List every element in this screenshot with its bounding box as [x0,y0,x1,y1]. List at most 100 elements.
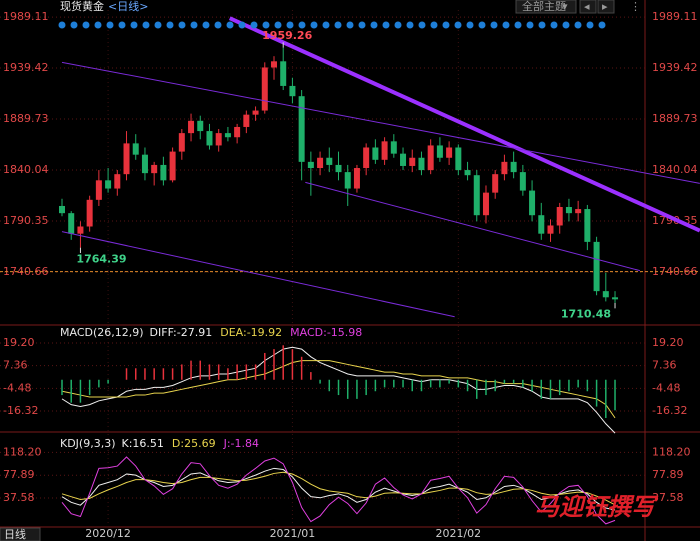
legend-entry: DEA:-19.92 [220,326,282,339]
candle-body [169,151,176,181]
prev-button[interactable] [579,0,597,14]
candle-body [492,174,499,193]
signal-dot [142,21,150,29]
signal-dot [514,21,522,29]
prev-icon[interactable]: ◂ [584,0,590,13]
y-tick-label: 1889.73 [3,112,49,125]
signal-dot [538,21,546,29]
signal-dot [382,21,390,29]
signal-dot [154,21,162,29]
legend-entry: J:-1.84 [223,437,259,450]
signal-dot [190,21,198,29]
indicator-title: KDJ(9,3,3) [60,437,116,450]
candle-body [473,175,480,216]
signal-dot [250,21,258,29]
theme-arrow[interactable]: ▾ [562,0,568,13]
signal-dot [310,21,318,29]
y-tick-label: 7.36 [652,359,677,372]
candle-body [280,61,287,86]
candle-body [206,131,213,146]
y-tick-label: 77.89 [3,468,35,481]
menu-icon[interactable]: ⋮ [630,0,641,13]
candle-body [86,199,93,227]
y-tick-label: 118.20 [652,445,691,458]
signal-dot [418,21,426,29]
next-button[interactable] [597,0,615,14]
signal-dot [94,21,102,29]
signal-dot [430,21,438,29]
candle-body [123,143,130,175]
candle-body [335,164,342,173]
period-button-label[interactable]: 日线 [4,527,26,541]
candle-body [326,157,333,165]
candle-body [538,215,545,234]
signal-dot [370,21,378,29]
signal-dot [358,21,366,29]
y-tick-label: 1790.35 [3,214,49,227]
signal-dot [166,21,174,29]
signal-dot [346,21,354,29]
y-tick-label: 1740.66 [652,265,698,278]
signal-dot [238,21,246,29]
candle-body [593,241,600,292]
candle-body [501,161,508,175]
signal-dot [118,21,126,29]
period-label[interactable]: <日线> [108,0,148,13]
candle-body [547,225,554,234]
y-tick-label: 1989.11 [3,10,49,23]
y-tick-label: -4.48 [652,381,680,394]
annotation: 1764.39 [76,252,126,265]
y-tick-label: 1939.42 [652,61,698,74]
signal-dot [466,21,474,29]
candle-body [381,141,388,160]
candle-body [270,61,277,68]
signal-dot [454,21,462,29]
candle-body [372,147,379,160]
theme-button-label[interactable]: 全部主题 [522,0,566,13]
signal-dot [178,21,186,29]
signal-dot [226,21,234,29]
signal-dot [274,21,282,29]
candle-body [252,110,259,115]
candle-body [224,133,231,138]
candle-body [353,168,360,189]
indicator-line [61,456,616,525]
y-tick-label: 1939.42 [3,61,49,74]
annotation: 1710.48 [561,308,611,321]
x-tick-label: 2021/01 [270,527,316,540]
x-tick-label: 2021/02 [435,527,481,540]
candle-body [418,157,425,171]
signal-dot [262,21,270,29]
y-tick-label: -16.32 [3,404,38,417]
signal-dot [490,21,498,29]
candle-body [584,209,591,242]
signal-dot [574,21,582,29]
y-tick-label: 1840.04 [3,163,49,176]
candle-body [510,161,517,173]
y-tick-label: 37.58 [3,491,35,504]
signal-dot [58,21,66,29]
period-button[interactable] [0,527,41,541]
candle-body [261,67,268,111]
candle-body [409,157,416,166]
signal-dot [478,21,486,29]
theme-button[interactable] [515,0,577,14]
candle-body [160,164,167,181]
candle-body [178,133,185,152]
indicator-title: MACD(26,12,9) [60,326,144,339]
y-tick-label: -4.48 [3,381,31,394]
candle-body [519,172,526,191]
trend-line [305,181,641,272]
y-tick-label: 37.58 [652,491,684,504]
next-icon[interactable]: ▸ [602,0,608,13]
signal-dot [322,21,330,29]
signal-dot [550,21,558,29]
signal-dot [394,21,402,29]
candle-body [234,126,241,138]
candle-body [197,120,204,132]
watermark: 马迎钰撰写 [535,493,659,521]
signal-dot [442,21,450,29]
candle-body [390,141,397,154]
annotation: 1959.26 [262,29,312,42]
